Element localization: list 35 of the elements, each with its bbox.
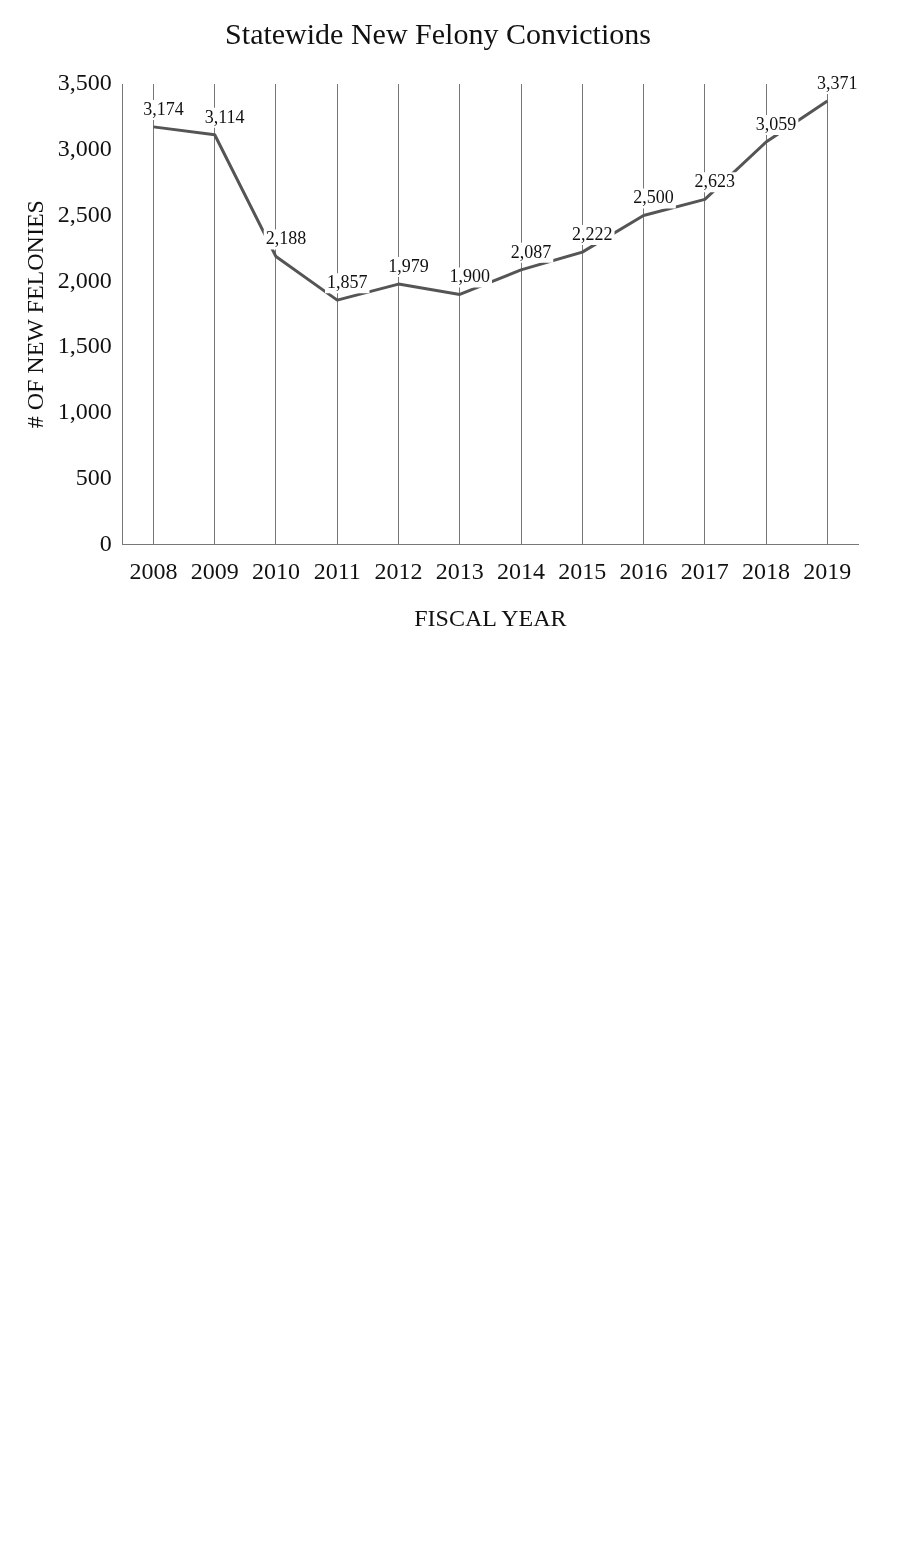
y-tick-label: 0 [99,529,112,556]
x-tick-label: 2013 [435,558,484,585]
data-label: 1,979 [388,255,429,276]
x-tick-label: 2014 [497,558,546,585]
x-tick-label: 2018 [742,558,791,585]
y-tick-label: 3,000 [57,135,112,162]
x-tick-label: 2011 [313,558,361,585]
chart-title: Statewide New Felony Convictions [225,16,651,50]
y-tick-label: 500 [75,463,112,490]
x-tick-label: 2009 [190,558,239,585]
y-axis-title: # OF NEW FELONIES [21,200,48,429]
x-tick-label: 2008 [129,558,178,585]
data-label: 2,087 [510,241,552,262]
y-tick-label: 2,500 [57,200,112,227]
data-label: 2,500 [633,187,674,208]
data-label: 1,857 [326,271,368,292]
x-tick-label: 2019 [803,558,852,585]
x-tick-label: 2017 [680,558,729,585]
data-label: 3,371 [817,72,858,93]
data-label: 2,222 [572,223,613,244]
y-tick-label: 1,500 [57,332,112,359]
data-label: 1,900 [449,266,491,287]
data-label: 3,114 [204,106,245,127]
data-label: 2,188 [265,228,307,249]
data-label: 3,059 [755,113,797,134]
y-tick-label: 2,000 [57,266,112,293]
x-tick-label: 2010 [251,558,300,585]
x-axis-title: FISCAL YEAR [414,604,567,631]
data-label: 2,623 [694,171,736,192]
y-tick-label: 1,000 [57,398,112,425]
x-tick-label: 2016 [619,558,668,585]
x-tick-label: 2015 [558,558,607,585]
y-tick-label: 3,500 [57,69,112,96]
x-tick-label: 2012 [374,558,423,585]
data-label: 3,174 [143,98,184,119]
